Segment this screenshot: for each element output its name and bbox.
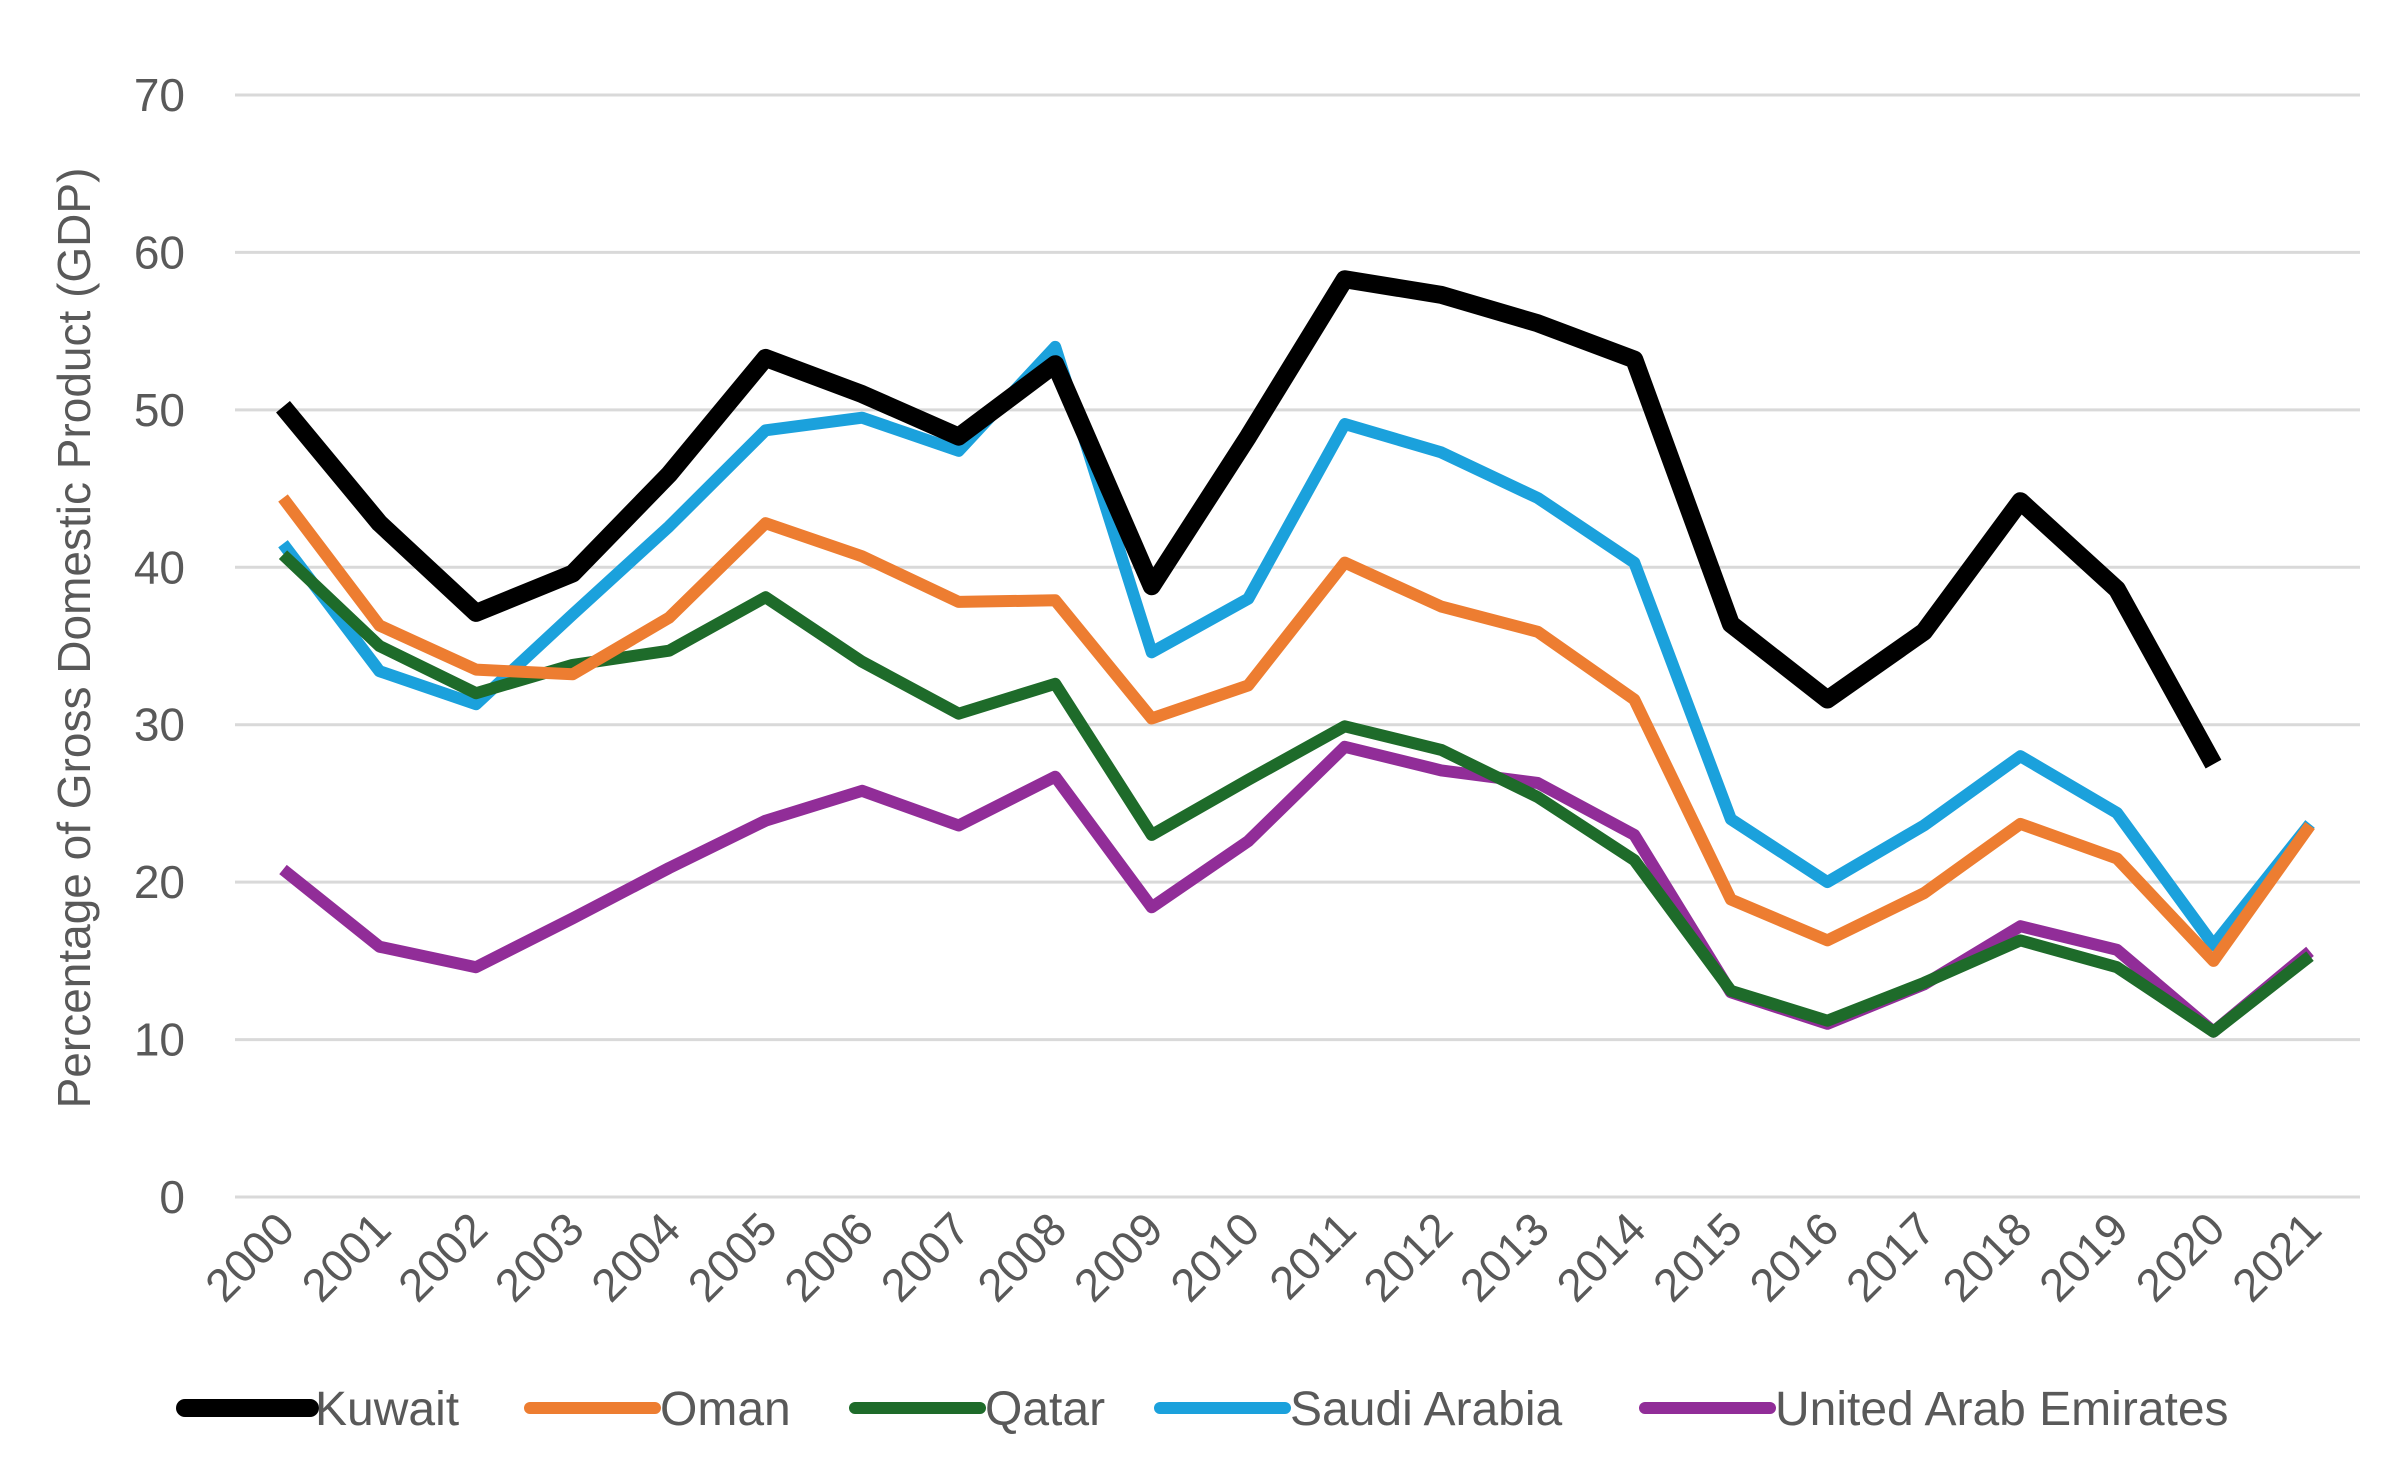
- x-tick-label: 2018: [1932, 1202, 2041, 1311]
- y-tick-label: 30: [134, 699, 185, 751]
- x-tick-label: 2015: [1643, 1202, 1752, 1311]
- legend-label: Qatar: [985, 1383, 1105, 1436]
- gridlines: [235, 93, 2360, 1199]
- y-axis-ticks: 0 10 20 30 40 50 60 70: [134, 69, 185, 1223]
- x-tick-label: 2000: [195, 1202, 304, 1311]
- y-axis-label: Percentage of Gross Domestic Product (GD…: [48, 168, 100, 1109]
- x-tick-label: 2002: [388, 1202, 497, 1311]
- series-line-united-arab-emirates: [279, 740, 2314, 1038]
- y-tick-label: 70: [134, 69, 185, 121]
- x-tick-label: 2007: [871, 1202, 980, 1311]
- y-tick-label: 60: [134, 226, 185, 278]
- legend-label: Oman: [660, 1383, 791, 1436]
- y-tick-label: 10: [134, 1014, 185, 1066]
- x-tick-label: 2011: [1259, 1202, 1366, 1309]
- x-tick-label: 2010: [1160, 1202, 1269, 1311]
- x-tick-label: 2019: [2029, 1202, 2138, 1311]
- series-line-kuwait: [276, 270, 2222, 769]
- legend-label: Kuwait: [315, 1383, 459, 1436]
- x-tick-label: 2014: [1546, 1202, 1655, 1311]
- x-tick-label: 2009: [1064, 1202, 1173, 1311]
- series-lines: [276, 270, 2315, 1038]
- x-tick-label: 2004: [581, 1202, 690, 1311]
- legend-label: Saudi Arabia: [1290, 1383, 1563, 1436]
- x-tick-label: 2003: [485, 1202, 594, 1311]
- x-tick-label: 2020: [2125, 1202, 2234, 1311]
- series-line-qatar: [278, 550, 2314, 1038]
- x-tick-label: 2012: [1353, 1202, 1462, 1311]
- legend-label: United Arab Emirates: [1775, 1383, 2229, 1436]
- y-tick-label: 50: [134, 384, 185, 436]
- y-tick-label: 20: [134, 856, 185, 908]
- x-tick-label: 2016: [1739, 1202, 1848, 1311]
- x-tick-label: 2017: [1836, 1202, 1945, 1311]
- x-tick-label: 2013: [1450, 1202, 1559, 1311]
- x-tick-label: 2005: [678, 1202, 787, 1311]
- legend: Kuwait Oman Qatar Saudi Arabia United Arab E…: [176, 1383, 2229, 1436]
- x-tick-label: 2021: [2222, 1202, 2331, 1311]
- x-tick-label: 2008: [967, 1202, 1076, 1311]
- x-tick-label: 2001: [291, 1202, 400, 1311]
- y-tick-label: 0: [159, 1171, 185, 1223]
- y-tick-label: 40: [134, 541, 185, 593]
- x-tick-label: 2006: [774, 1202, 883, 1311]
- x-axis-ticks: 2000200120022003200420052006200720082009…: [195, 1202, 2331, 1311]
- series-line-saudi-arabia: [278, 340, 2315, 952]
- series-line-oman: [278, 494, 2315, 967]
